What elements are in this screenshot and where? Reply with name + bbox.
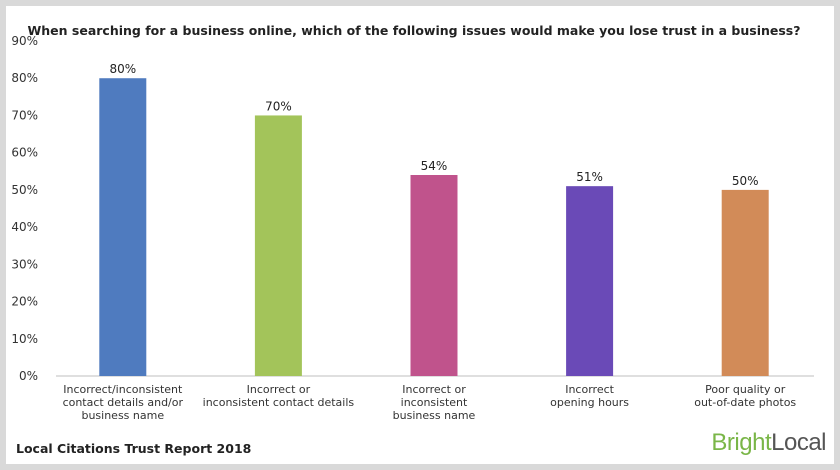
bar-value-label: 70% bbox=[265, 99, 292, 113]
category-label: Incorrect or inconsistent contact details bbox=[203, 383, 355, 409]
y-tick-label: 80% bbox=[11, 71, 38, 85]
bar-value-label: 80% bbox=[109, 62, 136, 76]
category-label: Incorrect or inconsistent business name bbox=[393, 383, 476, 422]
category-label: Incorrect/inconsistent contact details an… bbox=[63, 383, 184, 422]
chart-frame: When searching for a business online, wh… bbox=[6, 6, 834, 464]
y-tick-label: 10% bbox=[11, 332, 38, 346]
y-tick-label: 40% bbox=[11, 220, 38, 234]
y-tick-label: 30% bbox=[11, 257, 38, 271]
bar-chart: When searching for a business online, wh… bbox=[11, 23, 814, 422]
value-labels-group: 80% 70% 54% 51% 50% bbox=[109, 62, 758, 188]
bar-value-label: 51% bbox=[576, 170, 603, 184]
brand-logo-part-bright: Bright bbox=[711, 429, 772, 456]
brightlocal-logo: BrightLocal bbox=[711, 429, 826, 457]
bar bbox=[566, 186, 614, 376]
y-tick-label: 90% bbox=[11, 34, 38, 48]
bar bbox=[410, 175, 458, 376]
y-tick-label: 60% bbox=[11, 146, 38, 160]
y-tick-label: 70% bbox=[11, 108, 38, 122]
y-axis-ticks: 0% 10% 20% 30% 40% 50% 60% 70% 80% 90% bbox=[11, 34, 38, 383]
bar bbox=[254, 115, 302, 376]
bar bbox=[99, 78, 147, 376]
bar bbox=[721, 189, 769, 376]
brand-logo-part-local: Local bbox=[771, 429, 826, 456]
bar-value-label: 50% bbox=[732, 174, 759, 188]
category-label: Poor quality or out-of-date photos bbox=[694, 383, 796, 409]
y-tick-label: 50% bbox=[11, 183, 38, 197]
y-tick-label: 20% bbox=[11, 295, 38, 309]
category-labels-group: Incorrect/inconsistent contact details an… bbox=[63, 383, 797, 422]
bar-value-label: 54% bbox=[421, 159, 448, 173]
bars-group bbox=[99, 78, 769, 376]
y-tick-label: 0% bbox=[19, 369, 38, 383]
chart-title: When searching for a business online, wh… bbox=[27, 23, 800, 38]
report-source: Local Citations Trust Report 2018 bbox=[16, 441, 252, 456]
category-label: Incorrect opening hours bbox=[550, 383, 629, 409]
